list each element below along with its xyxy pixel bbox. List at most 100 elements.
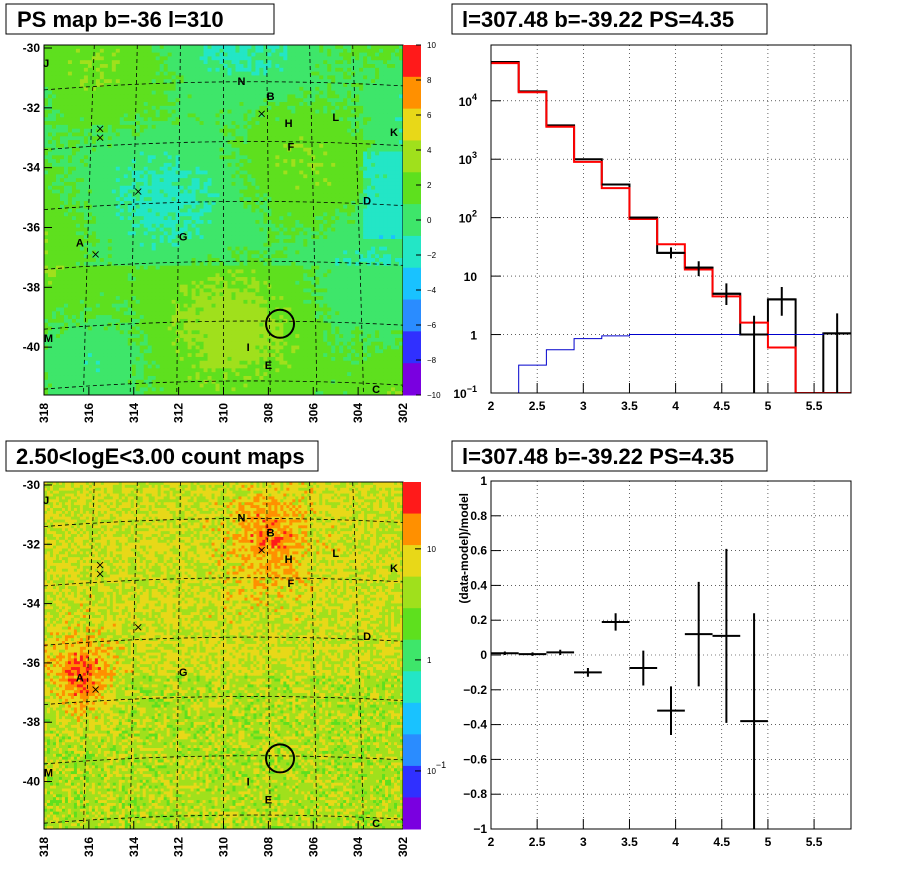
source-label: A <box>76 237 84 249</box>
ps-circle <box>265 308 296 339</box>
source-label: E <box>265 360 272 372</box>
grid-meridian <box>129 45 138 395</box>
panel4-title: l=307.48 b=-39.22 PS=4.35 <box>451 440 768 472</box>
source-label: H <box>285 554 293 566</box>
panel2-title-text: l=307.48 b=-39.22 PS=4.35 <box>462 7 734 32</box>
y-tick-label: -40 <box>23 340 41 354</box>
source-cross <box>92 686 99 693</box>
x-tick-label: 5.5 <box>806 399 823 413</box>
panel2-title: l=307.48 b=-39.22 PS=4.35 <box>451 3 768 35</box>
x-tick-label: 4.5 <box>713 835 730 849</box>
x-tick-label: 5 <box>765 835 772 849</box>
panel4-title-text: l=307.48 b=-39.22 PS=4.35 <box>462 444 734 469</box>
colorbar-tick-label: 8 <box>427 76 432 85</box>
x-tick-label: 2.5 <box>529 835 546 849</box>
grid-meridian <box>176 45 181 395</box>
x-tick-label: 4 <box>672 835 679 849</box>
data-point <box>740 315 768 393</box>
colorbar-tick-label: 0 <box>427 216 432 225</box>
series-line-0 <box>491 61 851 393</box>
count-map-panel: J N B H L K F D A G M I E C 318 316 314 312 310 308 306 304 30… <box>23 478 447 857</box>
grid-meridian <box>83 482 95 829</box>
panel1-title-text: PS map b=-36 l=310 <box>17 7 224 32</box>
panel3-title-text: 2.50<logE<3.00 count maps <box>16 444 305 469</box>
source-label: C <box>372 818 380 830</box>
source-label: N <box>237 513 245 525</box>
ps-map-panel: J N B H L K F D A G M I E C 318 316 314 312 310 308 306 304 30… <box>23 41 441 423</box>
x-tick-label: 314 <box>127 837 141 857</box>
y-tick-label: 0.6 <box>470 544 487 558</box>
y-tick-label: -40 <box>23 775 41 789</box>
residual-point <box>657 686 685 736</box>
residual-point <box>740 613 768 829</box>
colorbar-step <box>403 545 421 578</box>
source-label: E <box>265 794 272 806</box>
grid-meridian <box>352 45 364 395</box>
colorbar-step <box>403 639 421 672</box>
colorbar-tick-label: 4 <box>427 146 432 155</box>
grid <box>490 45 851 394</box>
spectrum-panel: 2 2.5 3 3.5 4 4.5 5 5.5 10−1 1 10 102 103 104 <box>453 44 852 413</box>
source-label: B <box>267 91 275 103</box>
y-tick-label: -34 <box>23 597 41 611</box>
x-tick-label: 316 <box>82 837 96 857</box>
y-tick-label: 103 <box>459 150 477 167</box>
colorbar-step <box>403 299 421 332</box>
colorbar-tick-label: −8 <box>427 356 437 365</box>
source-label: B <box>267 527 275 539</box>
y-tick-label: −0.2 <box>463 683 487 697</box>
source-label: K <box>390 563 398 575</box>
y-tick-label: 0.8 <box>470 509 487 523</box>
grid-meridian <box>266 45 271 395</box>
residual-point <box>629 650 658 686</box>
colorbar-tick-label: −2 <box>427 251 437 260</box>
y-tick-label: 102 <box>459 209 477 226</box>
colorbar-step <box>403 204 421 237</box>
colorbar-step <box>403 671 421 704</box>
source-label: M <box>44 333 53 345</box>
source-cross <box>96 134 104 142</box>
grid-meridian <box>352 482 364 829</box>
colorbar-step <box>403 108 421 141</box>
residual-point <box>601 613 630 631</box>
map-cells <box>44 482 403 829</box>
y-tick-label: 1 <box>470 329 477 343</box>
grid-meridian <box>129 482 138 829</box>
y-tick-label: -36 <box>23 220 41 234</box>
colorbar-step <box>403 172 421 205</box>
x-tick-label: 304 <box>351 403 365 423</box>
colorbar-step <box>403 734 421 767</box>
panel1-title: PS map b=-36 l=310 <box>5 3 275 35</box>
colorbar-tick-label: 2 <box>427 181 432 190</box>
grid-meridian <box>309 45 318 395</box>
colorbar-step <box>403 797 421 830</box>
coordinate-grid <box>44 482 403 829</box>
series-line-1 <box>491 62 851 393</box>
data-point <box>657 247 685 259</box>
source-label: L <box>332 112 339 124</box>
grid-meridian <box>83 45 95 395</box>
colorbar-step <box>403 702 421 735</box>
y-tick-label: 10 <box>464 270 478 284</box>
x-tick-label: 2 <box>488 399 495 413</box>
colorbar-tick-label: 1 <box>427 656 432 665</box>
source-label: L <box>332 548 339 560</box>
residual-point <box>684 581 713 687</box>
x-tick-label: 306 <box>306 837 320 857</box>
x-tick-label: 312 <box>172 837 186 857</box>
source-label: H <box>285 118 293 130</box>
y-tick-label: -38 <box>23 715 41 729</box>
y-tick-label: -32 <box>23 101 41 115</box>
colorbar-tick-label: 10 <box>427 545 436 554</box>
x-tick-label: 310 <box>217 837 231 857</box>
colorbar-tick-label: 6 <box>427 111 432 120</box>
grid-meridian <box>309 482 318 829</box>
x-tick-label: 2.5 <box>529 399 546 413</box>
plot-frame <box>490 44 852 394</box>
x-tick-label: 308 <box>261 403 275 423</box>
grid-meridian <box>266 482 271 829</box>
x-tick-label: 3 <box>580 835 587 849</box>
colorbar-step <box>403 765 421 798</box>
y-tick-label: -38 <box>23 280 41 294</box>
